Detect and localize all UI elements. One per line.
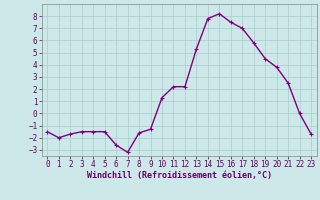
X-axis label: Windchill (Refroidissement éolien,°C): Windchill (Refroidissement éolien,°C) [87, 171, 272, 180]
